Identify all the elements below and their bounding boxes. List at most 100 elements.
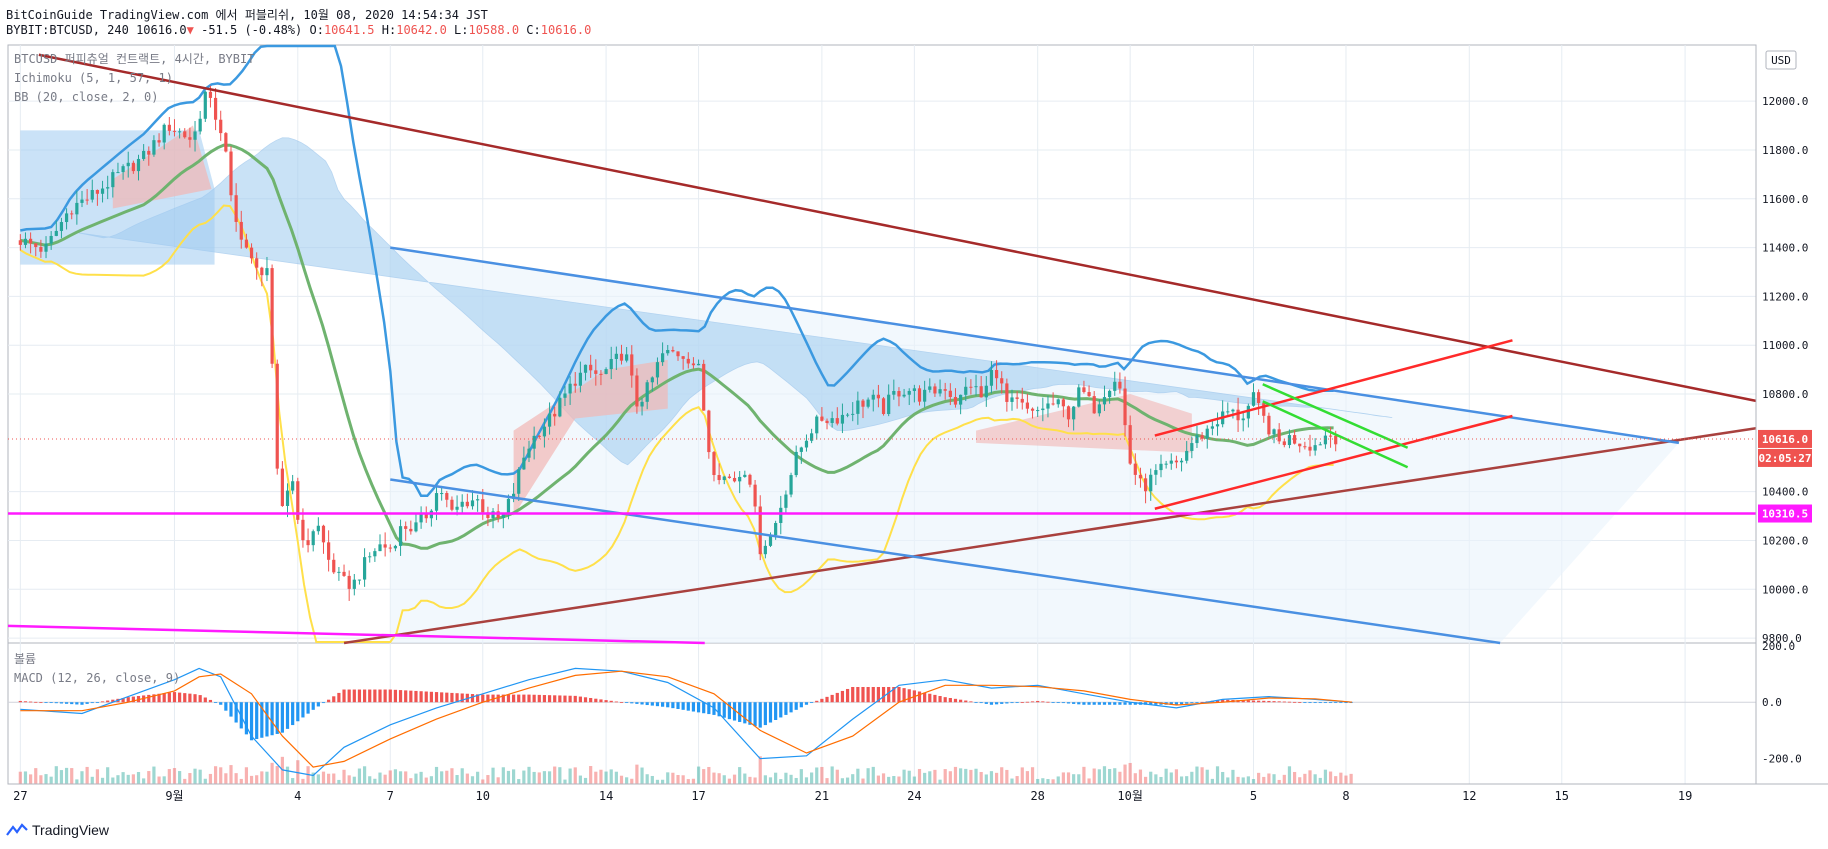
candle-body — [157, 140, 161, 143]
macd-histogram-bar — [95, 702, 100, 704]
volume-bar — [722, 775, 726, 784]
volume-bar — [270, 762, 274, 784]
volume-bar — [116, 775, 120, 784]
candle-body — [1226, 411, 1230, 413]
volume-bar — [1236, 776, 1240, 784]
candle-body — [486, 512, 490, 518]
volume-bar — [645, 774, 649, 784]
candle-body — [537, 435, 541, 437]
volume-bar — [609, 769, 613, 784]
candle-body — [645, 382, 649, 402]
volume-bar — [219, 767, 223, 784]
macd-histogram-bar — [897, 686, 901, 703]
macd-tick-2: -200.0 — [1762, 753, 1802, 766]
candle-body — [1015, 397, 1019, 399]
macd-histogram-bar — [1344, 702, 1348, 704]
macd-histogram-bar — [1282, 701, 1286, 703]
volume-bar — [409, 778, 413, 784]
candle-body — [1108, 390, 1112, 398]
candle-body — [1334, 435, 1338, 445]
candle-body — [1097, 404, 1101, 414]
candle-body — [542, 426, 547, 437]
trendline-green-flag-lower — [1262, 400, 1409, 469]
candle-body — [856, 400, 860, 414]
macd-histogram-bar — [553, 695, 557, 703]
volume-bar — [378, 772, 382, 784]
candle-body — [732, 477, 737, 482]
volume-bar — [881, 773, 886, 784]
volume-bar — [573, 767, 577, 784]
macd-histogram-bar — [100, 701, 105, 703]
volume-bar — [34, 768, 38, 784]
candle-body — [789, 475, 793, 495]
macd-histogram-bar — [774, 702, 778, 720]
volume-bar — [1087, 778, 1091, 784]
volume-bar — [1143, 776, 1148, 784]
candle-body — [398, 526, 403, 546]
volume-bar — [738, 767, 742, 784]
macd-histogram-bar — [224, 702, 228, 711]
candle-body — [635, 375, 639, 407]
candle-body — [589, 364, 593, 371]
volume-bar — [229, 765, 233, 784]
candle-body — [917, 388, 922, 402]
candle-body — [1051, 403, 1055, 405]
candle-body — [23, 238, 28, 245]
level-badge — [1758, 504, 1812, 523]
candle-body — [296, 481, 300, 520]
candle-body — [948, 390, 952, 397]
macd-histogram-bar — [840, 690, 845, 703]
price-tick-7: 10400.0 — [1762, 486, 1808, 499]
candle-body — [1231, 409, 1235, 412]
candle-body — [255, 258, 259, 268]
volume-bar — [912, 776, 916, 784]
macd-histogram-bar — [511, 694, 516, 703]
macd-histogram-bar — [547, 695, 552, 703]
macd-histogram-bar — [18, 700, 22, 703]
volume-bar — [249, 775, 254, 784]
candle-body — [912, 388, 916, 391]
price-tick-2: 11600.0 — [1762, 193, 1808, 206]
macd-histogram-bar — [1200, 701, 1204, 703]
volume-bar — [404, 771, 408, 784]
volume-bar — [794, 777, 798, 784]
macd-histogram-bar — [948, 697, 952, 703]
candle-body — [1113, 381, 1117, 391]
macd-histogram-bar — [625, 702, 629, 704]
macd-histogram-bar — [702, 702, 706, 714]
candle-body — [768, 535, 773, 546]
macd-histogram-bar — [815, 700, 819, 703]
volume-bar — [398, 771, 403, 784]
price-tick-10: 9800.0 — [1762, 632, 1802, 645]
volume-bar — [835, 769, 839, 784]
volume-bar — [414, 773, 418, 784]
candle-body — [661, 353, 665, 363]
volume-bar — [172, 768, 177, 784]
candle-body — [1154, 470, 1158, 475]
macd-tick-1: 0.0 — [1762, 696, 1782, 709]
volume-bar — [1344, 775, 1348, 784]
candle-body — [825, 420, 829, 423]
candle-body — [126, 162, 130, 167]
candle-body — [1287, 435, 1292, 446]
time-tick-13: 12 — [1462, 789, 1476, 803]
candle-body — [213, 97, 218, 120]
macd-histogram-bar — [532, 694, 536, 703]
volume-bar — [224, 773, 228, 784]
volume-bar — [686, 779, 690, 784]
volume-bar — [1056, 776, 1060, 784]
candle-body — [907, 390, 911, 395]
volume-bar — [748, 776, 752, 784]
macd-histogram-bar — [373, 689, 377, 703]
volume-bar — [1282, 774, 1286, 784]
volume-bar — [301, 778, 305, 784]
candle-body — [876, 394, 881, 399]
volume-bar — [558, 767, 562, 784]
low-value: 10588.0 — [468, 23, 520, 37]
macd-histogram-bar — [876, 686, 881, 703]
candle-body — [573, 383, 577, 386]
candle-body — [162, 124, 166, 143]
candle-body — [311, 531, 315, 546]
macd-histogram-bar — [835, 692, 839, 703]
